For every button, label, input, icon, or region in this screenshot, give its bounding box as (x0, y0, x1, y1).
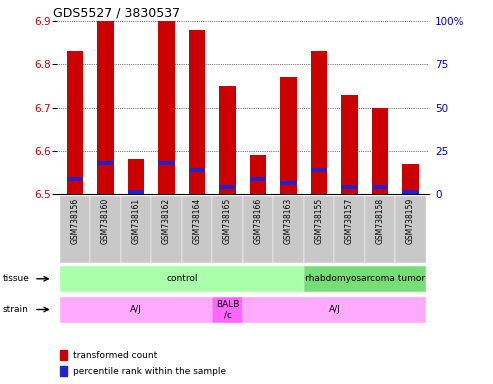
Bar (97, 161, 114, 165)
Text: rhabdomyosarcoma tumor: rhabdomyosarcoma tumor (305, 274, 425, 283)
Bar (67, 51, 83, 194)
Bar (121, 196, 151, 263)
Bar (61, 366, 67, 376)
Bar (219, 185, 236, 189)
Text: percentile rank within the sample: percentile rank within the sample (72, 367, 226, 376)
Bar (60, 297, 212, 323)
Bar (341, 185, 358, 189)
Text: GSM738160: GSM738160 (101, 198, 110, 244)
Bar (304, 266, 426, 292)
Text: control: control (166, 274, 198, 283)
Text: GSM738162: GSM738162 (162, 198, 171, 244)
Bar (372, 108, 388, 194)
Bar (341, 94, 358, 194)
Bar (189, 30, 206, 194)
Bar (280, 77, 297, 194)
Bar (311, 51, 327, 194)
Text: GSM738157: GSM738157 (345, 198, 354, 244)
Bar (249, 177, 266, 181)
Text: tissue: tissue (2, 274, 30, 283)
Bar (189, 168, 206, 172)
Bar (182, 196, 212, 263)
Bar (212, 196, 243, 263)
Bar (372, 185, 388, 189)
Text: A/J: A/J (130, 305, 142, 314)
Bar (219, 86, 236, 194)
Bar (151, 196, 182, 263)
Bar (128, 190, 144, 194)
Bar (158, 21, 175, 194)
Bar (212, 297, 243, 323)
Bar (243, 196, 273, 263)
Bar (243, 297, 426, 323)
Bar (60, 196, 90, 263)
Text: GSM738161: GSM738161 (132, 198, 141, 244)
Text: strain: strain (2, 305, 28, 314)
Bar (60, 266, 304, 292)
Text: GSM738164: GSM738164 (193, 198, 202, 244)
Text: A/J: A/J (328, 305, 340, 314)
Text: GSM738155: GSM738155 (315, 198, 323, 244)
Bar (97, 21, 114, 194)
Bar (158, 161, 175, 165)
Bar (402, 164, 419, 194)
Text: GSM738163: GSM738163 (284, 198, 293, 244)
Text: GSM738159: GSM738159 (406, 198, 415, 244)
Bar (365, 196, 395, 263)
Bar (61, 350, 67, 360)
Text: GSM738156: GSM738156 (70, 198, 79, 244)
Text: GSM738166: GSM738166 (253, 198, 263, 244)
Text: GDS5527 / 3830537: GDS5527 / 3830537 (53, 7, 180, 20)
Bar (280, 181, 297, 185)
Bar (395, 196, 426, 263)
Text: GSM738165: GSM738165 (223, 198, 232, 244)
Bar (402, 190, 419, 194)
Text: GSM738158: GSM738158 (376, 198, 385, 244)
Bar (304, 196, 334, 263)
Bar (273, 196, 304, 263)
Text: transformed count: transformed count (72, 351, 157, 360)
Bar (334, 196, 365, 263)
Bar (90, 196, 121, 263)
Text: BALB
/c: BALB /c (216, 300, 239, 319)
Bar (128, 159, 144, 194)
Bar (67, 177, 83, 181)
Bar (311, 168, 327, 172)
Bar (249, 155, 266, 194)
